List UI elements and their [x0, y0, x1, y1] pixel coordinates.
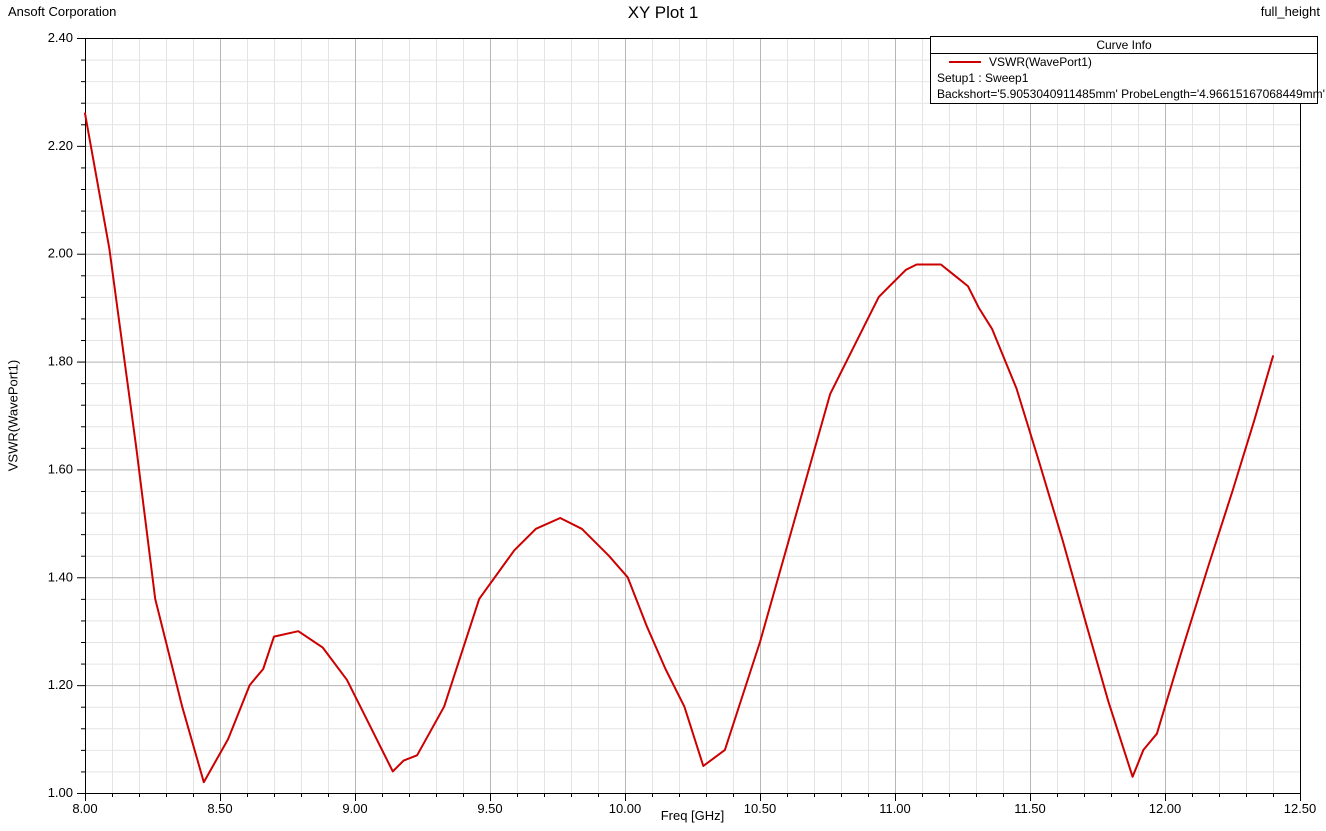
legend-params-row: Backshort='5.9053040911485mm' ProbeLengt… — [937, 87, 1325, 101]
x-tick-label: 12.50 — [1284, 801, 1317, 816]
page-title: XY Plot 1 — [627, 3, 699, 22]
y-tick-label: 1.20 — [48, 677, 73, 692]
y-tick-label: 1.00 — [48, 785, 73, 800]
y-tick-label: 1.40 — [48, 569, 73, 584]
y-tick-label: 1.60 — [48, 461, 73, 476]
x-tick-label: 8.00 — [72, 801, 97, 816]
legend-setup-row: Setup1 : Sweep1 — [937, 71, 1029, 85]
x-tick-label: 10.50 — [744, 801, 777, 816]
y-tick-label: 1.80 — [48, 354, 73, 369]
x-tick-label: 11.50 — [1014, 801, 1046, 816]
x-tick-label: 11.00 — [879, 801, 911, 816]
plot-border — [85, 38, 1301, 794]
design-variation-label: full_height — [1260, 4, 1320, 19]
x-tick-label: 9.00 — [342, 801, 367, 816]
x-tick-label: 10.00 — [609, 801, 642, 816]
legend-title: Curve Info — [931, 37, 1317, 54]
series-color-swatch — [949, 61, 981, 63]
legend-series-label: VSWR(WavePort1) — [989, 55, 1092, 69]
x-axis-title: Freq [GHz] — [660, 808, 725, 823]
y-tick-label: 2.40 — [48, 30, 73, 45]
legend-series-row: VSWR(WavePort1) — [931, 54, 1317, 70]
vswr-curve — [84, 112, 1274, 784]
curve-info-legend: Curve Info VSWR(WavePort1) Setup1 : Swee… — [930, 36, 1325, 104]
corporation-label: Ansoft Corporation — [8, 4, 117, 19]
x-tick-label: 8.50 — [207, 801, 232, 816]
x-tick-label: 9.50 — [477, 801, 502, 816]
x-tick-label: 12.00 — [1149, 801, 1182, 816]
y-tick-label: 2.20 — [48, 138, 73, 153]
y-tick-label: 2.00 — [48, 246, 73, 261]
